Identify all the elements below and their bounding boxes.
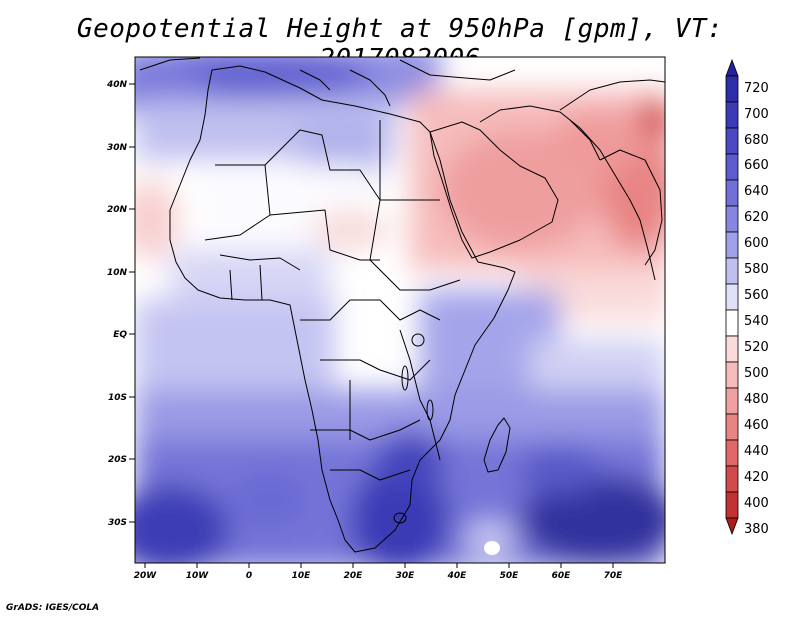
colorbar-label: 520 xyxy=(744,340,769,355)
colorbar-swatch xyxy=(725,361,739,389)
lat-label-20n: 20N xyxy=(107,205,128,215)
colorbar-label: 580 xyxy=(744,262,769,277)
colorbar-swatch xyxy=(725,413,739,441)
colorbar-swatch xyxy=(725,257,739,285)
colorbar-swatch xyxy=(725,283,739,311)
colorbar-swatch xyxy=(725,205,739,233)
lat-label-40n: 40N xyxy=(106,80,128,90)
lon-label-40e: 40E xyxy=(447,571,468,581)
lat-label-eq: EQ xyxy=(113,330,127,340)
colorbar-label: 420 xyxy=(744,470,769,485)
colorbar-swatch xyxy=(725,127,739,155)
lon-label-70e: 70E xyxy=(604,571,624,581)
colorbar-swatch xyxy=(725,309,739,337)
colorbar-label: 540 xyxy=(744,314,769,329)
colorbar-label: 680 xyxy=(744,133,769,148)
credit-text: GrADS: IGES/COLA xyxy=(6,603,100,613)
colorbar-swatch xyxy=(725,153,739,181)
colorbar-label: 480 xyxy=(744,392,769,407)
colorbar-swatch xyxy=(725,491,739,519)
colorbar-label: 400 xyxy=(744,496,769,511)
colorbar-label: 460 xyxy=(744,418,769,433)
colorbar-swatch xyxy=(725,75,739,103)
colorbar-label: 720 xyxy=(744,81,769,96)
lat-axis xyxy=(129,83,135,523)
lon-label-10w: 10W xyxy=(186,571,210,581)
colorbar-swatch xyxy=(725,179,739,207)
lon-label-0: 0 xyxy=(246,571,252,581)
height-field xyxy=(135,57,665,563)
colorbar-label: 620 xyxy=(744,210,769,225)
colorbar-swatch xyxy=(725,101,739,129)
colorbar-swatch xyxy=(725,335,739,363)
lon-label-10e: 10E xyxy=(292,571,312,581)
lon-label-30e: 30E xyxy=(396,571,416,581)
colorbar-swatch xyxy=(725,387,739,415)
colorbar-label: 600 xyxy=(744,236,769,251)
colorbar-min-arrow xyxy=(725,517,739,536)
colorbar-label: 700 xyxy=(744,107,769,122)
plot-frame xyxy=(134,56,666,564)
colorbar-label: 380 xyxy=(744,522,769,537)
colorbar-label: 560 xyxy=(744,288,769,303)
colorbar-label: 640 xyxy=(744,184,769,199)
colorbar-max-arrow xyxy=(725,58,739,77)
lat-label-20s: 20S xyxy=(108,455,127,465)
lon-label-60e: 60E xyxy=(552,571,572,581)
lon-label-20e: 20E xyxy=(344,571,364,581)
colorbar xyxy=(725,58,739,536)
lat-label-30s: 30S xyxy=(108,518,127,528)
lat-label-10s: 10S xyxy=(108,393,127,403)
colorbar-swatch xyxy=(725,231,739,259)
colorbar-label: 660 xyxy=(744,158,769,173)
colorbar-label: 440 xyxy=(744,444,769,459)
colorbar-label: 500 xyxy=(744,366,769,381)
colorbar-labels: 720 700 680 660 640 620 600 580 560 540 … xyxy=(744,81,769,537)
colorbar-swatch xyxy=(725,465,739,493)
coastlines xyxy=(139,57,665,553)
lat-label-30n: 30N xyxy=(107,143,128,153)
colorbar-swatch xyxy=(725,439,739,467)
lon-axis xyxy=(144,563,614,568)
lon-label-20w: 20W xyxy=(134,571,158,581)
lat-label-10n: 10N xyxy=(107,268,128,278)
lon-label-50e: 50E xyxy=(500,571,520,581)
